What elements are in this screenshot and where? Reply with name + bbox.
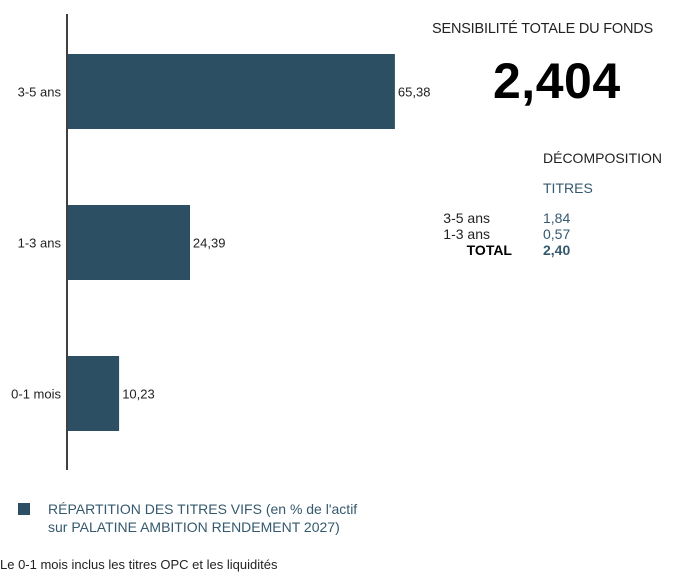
decomposition-row-value: 1,84 bbox=[543, 210, 571, 226]
decomposition-total-row: TOTAL 2,40 bbox=[400, 242, 650, 258]
decomposition-total-value: 2,40 bbox=[543, 242, 571, 258]
decomposition-title: DÉCOMPOSITION bbox=[543, 150, 663, 166]
decomposition-row-value: 0,57 bbox=[543, 226, 571, 242]
decomposition-row-label: 1-3 ans bbox=[443, 226, 490, 242]
bar-3-5-ans bbox=[68, 54, 395, 129]
legend-label-line-2: sur PALATINE AMBITION RENDEMENT 2027) bbox=[48, 519, 340, 535]
legend-label-line-1: RÉPARTITION DES TITRES VIFS (en % de l'a… bbox=[48, 501, 358, 517]
sensitivity-title: SENSIBILITÉ TOTALE DU FONDS bbox=[432, 21, 654, 37]
category-label: 0-1 mois bbox=[11, 387, 61, 402]
value-label: 10,23 bbox=[122, 387, 155, 402]
category-label: 1-3 ans bbox=[18, 236, 62, 251]
value-label: 65,38 bbox=[398, 85, 431, 100]
footnote: Le 0-1 mois inclus les titres OPC et les… bbox=[0, 557, 278, 572]
category-label: 3-5 ans bbox=[18, 85, 62, 100]
bar-0-1-mois bbox=[68, 356, 120, 431]
decomposition-row-label: 3-5 ans bbox=[443, 210, 490, 226]
decomposition-row: 3-5 ans 1,84 bbox=[400, 210, 650, 226]
value-label: 24,39 bbox=[193, 236, 226, 251]
sensitivity-value: 2,404 bbox=[493, 53, 621, 109]
legend-label: RÉPARTITION DES TITRES VIFS (en % de l'a… bbox=[48, 500, 448, 536]
decomposition-column-header: TITRES bbox=[543, 180, 593, 196]
legend-swatch bbox=[18, 503, 30, 515]
bar-1-3-ans bbox=[68, 205, 190, 280]
decomposition-table: 3-5 ans 1,84 1-3 ans 0,57 TOTAL 2,40 bbox=[400, 210, 650, 258]
decomposition-total-label: TOTAL bbox=[466, 242, 512, 258]
decomposition-row: 1-3 ans 0,57 bbox=[400, 226, 650, 242]
